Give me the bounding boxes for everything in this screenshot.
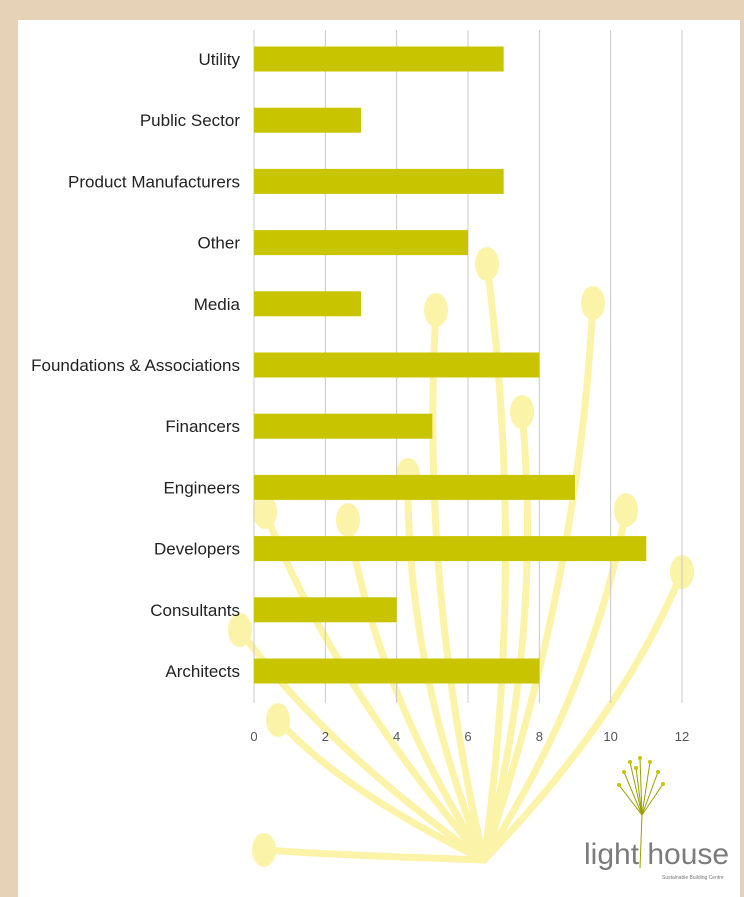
bar — [254, 597, 397, 623]
x-tick-label: 6 — [464, 729, 471, 744]
watermark-seed-head — [614, 493, 638, 527]
logo-spoke — [635, 767, 643, 816]
watermark-stem — [344, 516, 488, 864]
watermark-stem — [260, 846, 488, 864]
category-label: Utility — [198, 50, 240, 69]
logo-spoke — [639, 757, 643, 816]
logo-seed — [661, 782, 665, 786]
x-tick-label: 10 — [603, 729, 617, 744]
watermark-seed-head — [336, 503, 360, 537]
dandelion-icon — [617, 756, 665, 869]
category-label: Foundations & Associations — [31, 356, 240, 375]
logo-spoke — [641, 761, 651, 816]
watermark-seed-head — [266, 703, 290, 737]
chart-panel: Utility Public Sector Product Manufacturer… — [18, 20, 740, 897]
watermark-stem — [274, 716, 488, 864]
x-tick-label: 8 — [536, 729, 543, 744]
bar — [254, 536, 647, 562]
bar — [254, 658, 540, 684]
logo-spoke — [618, 784, 643, 816]
category-label: Engineers — [163, 478, 240, 497]
watermark-stem — [480, 408, 532, 864]
bar — [254, 107, 361, 133]
x-tick-label: 4 — [393, 729, 400, 744]
category-label: Consultants — [150, 601, 240, 620]
bar-chart: Utility Public Sector Product Manufacturer… — [31, 30, 694, 869]
bar — [254, 352, 540, 378]
watermark-seed-head — [424, 293, 448, 327]
x-tick-label: 12 — [675, 729, 689, 744]
bar — [254, 291, 361, 317]
logo-seed — [634, 766, 638, 770]
x-tick-label: 2 — [322, 729, 329, 744]
logo-stem — [639, 814, 643, 869]
bar — [254, 168, 504, 194]
dandelion-watermark — [228, 247, 694, 867]
logo-seed — [622, 770, 626, 774]
x-tick-label: 0 — [250, 729, 257, 744]
bar — [254, 474, 575, 500]
category-label: Developers — [154, 540, 240, 559]
chart-bars — [254, 46, 647, 684]
watermark-seed-head — [581, 286, 605, 320]
logo-spoke — [623, 771, 643, 816]
watermark-seed-head — [510, 395, 534, 429]
logo-spoke — [641, 771, 659, 816]
logo-seed — [617, 783, 621, 787]
watermark-stem — [480, 568, 686, 864]
bar — [254, 413, 433, 439]
logo-seed — [656, 770, 660, 774]
category-label: Media — [194, 295, 241, 314]
logo-spoke — [629, 761, 643, 816]
logo-spoke — [641, 783, 664, 816]
category-label: Architects — [165, 662, 240, 681]
logo-tagline: Sustainable Building Centre — [662, 875, 724, 881]
watermark-stem — [429, 306, 488, 864]
bar — [254, 46, 504, 72]
watermark-stem — [480, 260, 510, 864]
x-axis-tick-labels: 0 2 4 6 8 10 12 — [250, 729, 689, 744]
logo-seed — [648, 760, 652, 764]
category-label: Public Sector — [140, 111, 240, 130]
category-label: Product Manufacturers — [68, 172, 240, 191]
watermark-seed-head — [253, 495, 277, 529]
category-label: Other — [197, 234, 240, 253]
logo-seed — [638, 756, 642, 760]
category-label: Financers — [165, 417, 240, 436]
category-labels: Utility Public Sector Product Manufacturer… — [31, 50, 240, 681]
logo-seed — [628, 760, 632, 764]
watermark-seed-head — [228, 613, 252, 647]
bar — [254, 230, 468, 256]
watermark-stem — [480, 299, 597, 864]
watermark-seed-head — [475, 247, 499, 281]
watermark-seed-head — [252, 833, 276, 867]
logo-text: light house — [584, 838, 730, 871]
